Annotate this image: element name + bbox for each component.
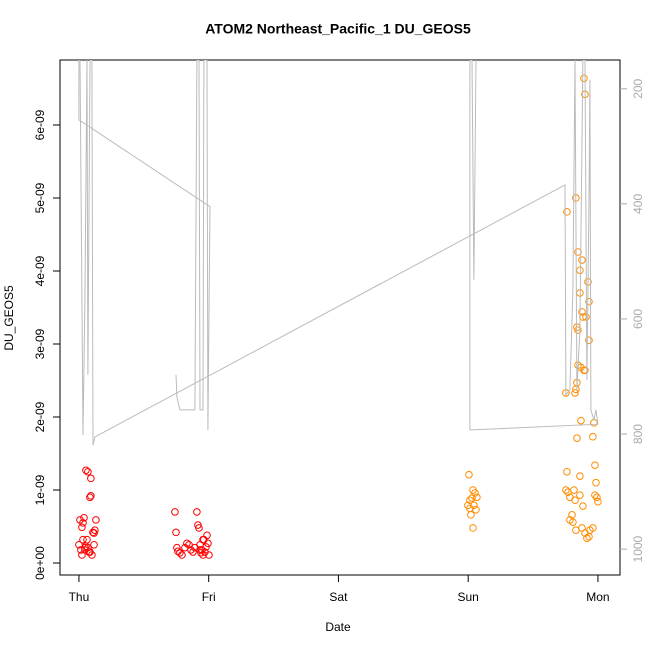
y-axis-label: DU_GEOS5 — [2, 285, 16, 351]
point — [581, 366, 589, 375]
point — [195, 524, 203, 532]
point — [570, 486, 578, 494]
point — [79, 535, 87, 544]
point — [578, 308, 586, 316]
point — [90, 540, 98, 549]
point — [199, 535, 207, 544]
point — [189, 548, 197, 556]
pressure-line — [78, 60, 599, 446]
point — [176, 549, 184, 557]
point — [576, 266, 584, 275]
x-tick-label: Sun — [458, 590, 479, 604]
point — [591, 491, 599, 499]
point — [185, 540, 193, 549]
chart-title: ATOM2 Northeast_Pacific_1 DU_GEOS5 — [205, 21, 471, 37]
y-tick-label: 1e-09 — [33, 474, 47, 505]
plot-area — [75, 60, 602, 559]
point — [589, 524, 597, 532]
point — [576, 491, 584, 499]
point — [202, 543, 210, 551]
point — [84, 543, 92, 552]
point — [466, 504, 474, 513]
point — [205, 551, 213, 559]
y-tick-label: 0e+00 — [33, 546, 47, 580]
point — [465, 470, 473, 479]
y-tick-label: 6e-09 — [33, 109, 47, 140]
point — [562, 486, 570, 494]
point — [469, 524, 477, 532]
point — [590, 419, 598, 427]
point — [571, 496, 579, 505]
point — [578, 256, 586, 264]
y2-tick-label: 400 — [631, 194, 645, 214]
point — [196, 546, 204, 554]
point — [82, 466, 90, 475]
point — [178, 551, 186, 559]
y2-tick-label: 200 — [631, 78, 645, 98]
point — [77, 546, 85, 554]
x-tick-label: Sat — [329, 590, 348, 604]
point — [563, 208, 571, 216]
point — [203, 531, 211, 540]
y-tick-label: 4e-09 — [33, 255, 47, 286]
point — [585, 532, 593, 541]
point — [469, 486, 477, 494]
point — [81, 543, 89, 552]
point — [183, 539, 191, 548]
point — [594, 497, 602, 506]
y2-tick-label: 1000 — [631, 535, 645, 562]
point — [580, 74, 588, 83]
point — [89, 528, 97, 537]
point — [593, 493, 601, 502]
point — [87, 492, 95, 500]
point — [579, 502, 587, 510]
point — [75, 540, 83, 549]
point — [172, 528, 180, 537]
x-axis-label: Date — [325, 620, 351, 634]
point — [84, 467, 92, 476]
y2-tick-label: 800 — [631, 424, 645, 444]
point — [577, 416, 585, 425]
point — [576, 472, 584, 480]
point — [574, 326, 582, 334]
point — [573, 434, 581, 442]
point — [82, 542, 90, 551]
point — [79, 519, 87, 527]
point — [591, 461, 599, 469]
point — [569, 518, 577, 526]
point — [585, 336, 593, 345]
point — [582, 313, 590, 321]
point — [592, 478, 600, 487]
y2-tick-label: 600 — [631, 309, 645, 329]
point — [86, 548, 94, 556]
x-tick-label: Mon — [586, 590, 609, 604]
point — [90, 529, 98, 537]
point — [572, 385, 580, 394]
point — [466, 496, 474, 505]
x-tick-label: Thu — [69, 590, 90, 604]
point — [467, 511, 475, 519]
x-tick-label: Fri — [202, 590, 216, 604]
point — [571, 389, 579, 397]
y-tick-label: 5e-09 — [33, 182, 47, 213]
point — [583, 534, 591, 543]
point — [473, 493, 481, 502]
point — [204, 539, 212, 548]
point — [78, 523, 86, 532]
point — [87, 474, 95, 483]
point — [171, 508, 179, 516]
plot-frame — [59, 59, 621, 576]
point — [187, 546, 195, 554]
point — [86, 493, 94, 502]
point — [92, 516, 100, 524]
point — [563, 467, 571, 476]
y-tick-label: 2e-09 — [33, 401, 47, 432]
point — [589, 432, 597, 441]
point — [568, 511, 576, 519]
point — [585, 297, 593, 306]
y-tick-label: 3e-09 — [33, 328, 47, 359]
point — [80, 513, 88, 522]
point — [193, 508, 201, 516]
